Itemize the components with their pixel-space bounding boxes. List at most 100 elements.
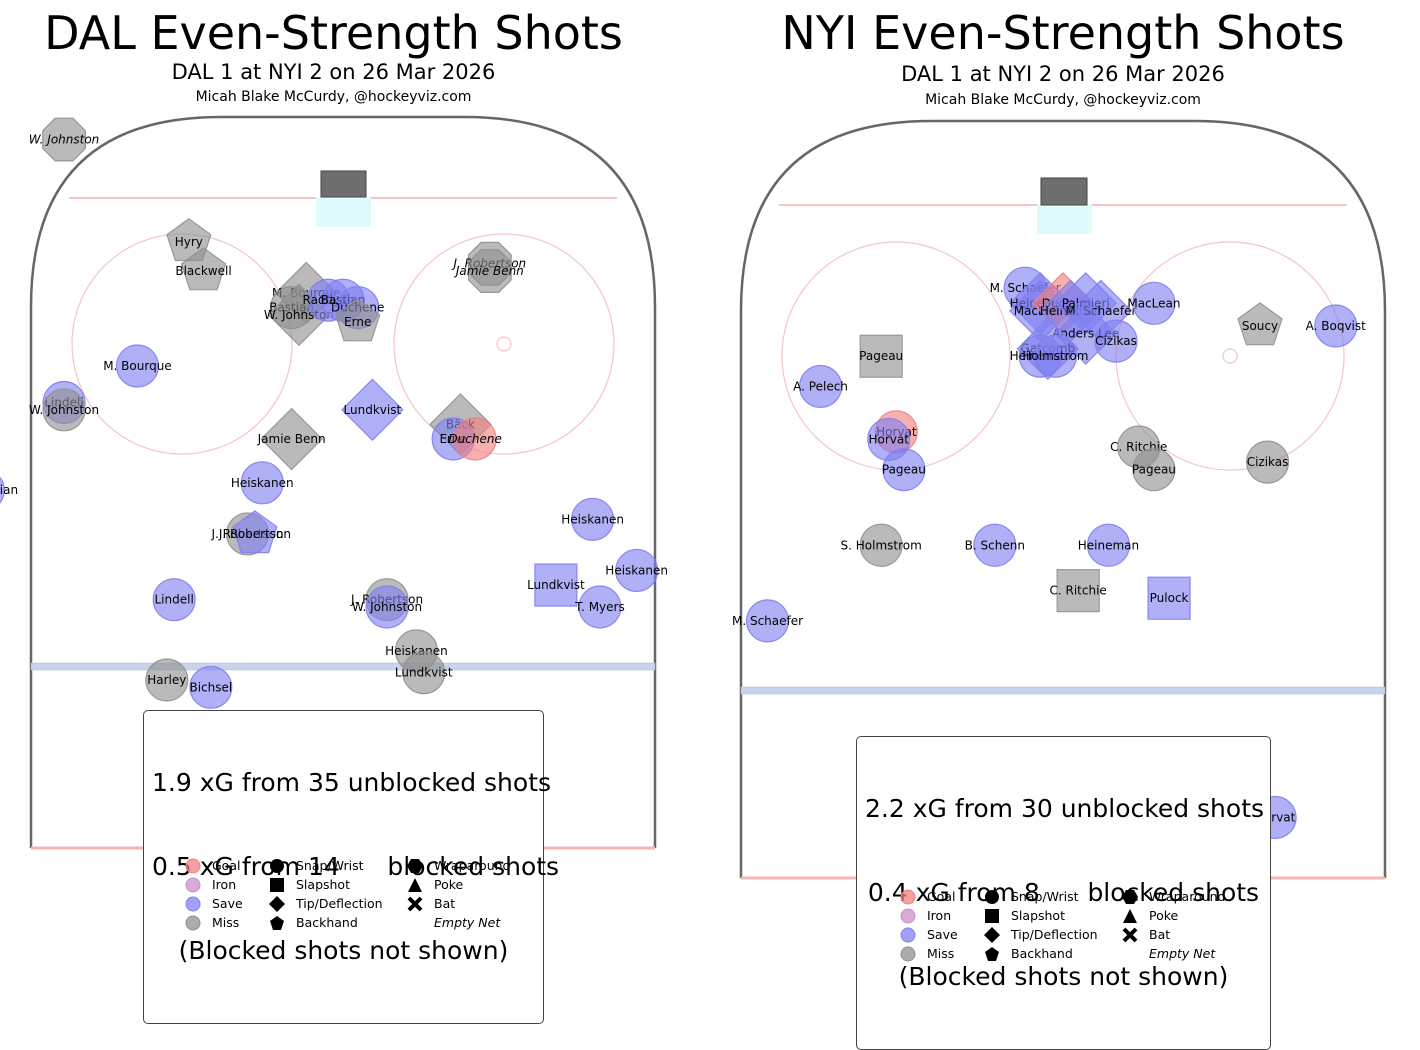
shot-marker: Hryckowian [0,476,18,504]
legend: Goal Iron Save Miss Snap/Wrist Slapshot Tip/De… [185,857,545,937]
shot-label: Pageau [1132,463,1176,477]
legend-symbol [407,896,423,912]
legend-label: Poke [1149,908,1179,923]
shot-marker: J. Robertson [218,510,291,554]
shot-label: T. Myers [574,600,625,614]
shot-marker: Heineman [1078,523,1139,567]
shot-label: W. Johnston [352,600,422,614]
shot-label: W. Johnston [29,403,99,417]
shot-label: Jamie Benn [257,432,326,446]
shot-label: C. Ritchie [1049,584,1106,598]
shot-marker: W. Johnston [29,388,99,432]
legend-label: Miss [927,946,955,961]
faceoff-circle [393,233,615,455]
shot-marker: Lundkvist [527,563,585,607]
legend-label: Goal [927,889,956,904]
shot-marker: Pageau [859,334,903,378]
shot-marker: M. Bourque [103,344,172,388]
goal-net [1040,177,1088,206]
chart-credit: Micah Blake McCurdy, @hockeyviz.com [195,89,472,105]
shot-label: Harley [147,673,186,687]
legend-symbol [1122,890,1138,904]
xg-summary: 1.9 xG from 35 unblocked shots 0.5 xG fr… [143,710,560,1024]
crease [1037,204,1092,234]
shot-label: A. Boqvist [1306,319,1367,333]
shot-label: M. Schaefer [732,614,803,628]
goal-net [320,170,367,198]
shot-label: S. Holmstrom [841,538,922,552]
rink-plot: W. Johnston Hyry Blackwell J. Robertson Jami… [0,115,668,850]
shot-marker: W. Johnston [29,117,100,162]
legend-label: Snap/Wrist [296,858,364,873]
shot-marker: MacLean [1127,281,1180,325]
shot-label: Erne [344,315,371,329]
shot-marker: Bichsel [189,665,233,709]
chart-subtitle: DAL 1 at NYI 2 on 26 Mar 2026 [901,62,1225,86]
legend-symbol [900,908,916,924]
legend-label: Snap/Wrist [1011,889,1079,904]
blue-line [30,662,656,671]
shot-label: Heineman [1078,538,1139,552]
dal-panel: DAL Even-Strength Shots DAL 1 at NYI 2 o… [0,0,700,1024]
legend-symbol [1123,909,1137,923]
blue-line [740,686,1386,695]
shot-marker: Holmstrom [1022,334,1088,378]
chart-title: NYI Even-Strength Shots [781,6,1345,60]
summary-line: 0.4 xG from 8 blocked shots [867,878,1260,907]
shot-label: Soucy [1242,319,1278,333]
shot-marker: Pageau [882,448,926,492]
legend-label: Bat [434,896,456,911]
shot-marker: Lundkvist [395,651,453,695]
shot-label: W. Johnston [29,133,100,147]
shot-marker: S. Holmstrom [841,523,922,567]
summary-line: (Blocked shots not shown) [178,936,509,965]
shot-label: J. Robertson [218,527,291,541]
shot-label: Lundkvist [344,403,402,417]
shot-label: Cizikas [1095,334,1137,348]
legend-symbol [984,927,1000,943]
summary-line: 0.5 xG from 14 blocked shots [152,852,560,881]
legend-symbol [270,916,284,930]
legend-symbol [407,859,423,873]
shot-label: Pulock [1150,591,1189,605]
shot-label: Jamie Benn [454,264,524,278]
shot-marker: Heiskanen [605,548,668,593]
shot-label: Heiskanen [231,476,294,490]
shot-marker: Lindell [152,578,196,622]
shot-label: M. Bourque [103,359,172,373]
shot-label: Bichsel [189,680,232,694]
legend-symbol [900,927,916,943]
shot-label: Cizikas [1247,455,1289,469]
shot-label: A. Pelech [793,379,848,393]
legend-symbol [270,859,284,873]
crease [316,197,371,227]
chart-credit: Micah Blake McCurdy, @hockeyviz.com [925,92,1201,108]
legend-symbol [900,946,916,962]
shot-label: Lindell [155,593,194,607]
shot-marker: Heiskanen [561,497,624,541]
legend-label: Save [212,896,243,911]
shot-marker: Jamie Benn [454,249,524,293]
shot-marker: Lundkvist [341,378,404,442]
shot-marker: A. Pelech [793,364,848,409]
shot-marker: Cizikas [1094,319,1138,363]
legend-symbol [185,915,201,931]
shot-label: Heiskanen [605,563,668,577]
legend-label: Wraparound [434,858,511,873]
shot-marker: Pulock [1147,576,1191,620]
legend-label: Backhand [296,915,358,930]
legend: Goal Iron Save Miss Snap/Wrist Slapshot Tip/De… [900,888,1260,968]
legend-symbol [900,889,916,905]
shot-marker: Cizikas [1245,440,1290,484]
shot-marker: Soucy [1237,302,1283,346]
legend-label: Slapshot [1011,908,1065,923]
legend-symbol [270,878,284,892]
legend-label: Poke [434,877,464,892]
shot-label: Pageau [882,463,926,477]
shot-marker: W. Johnston [352,585,422,629]
shot-marker: B. Schenn [965,523,1025,567]
shot-marker: Erne [334,298,381,342]
legend-label: Tip/Deflection [296,896,383,911]
legend-symbol [185,858,201,874]
legend-label: Tip/Deflection [1011,927,1098,942]
